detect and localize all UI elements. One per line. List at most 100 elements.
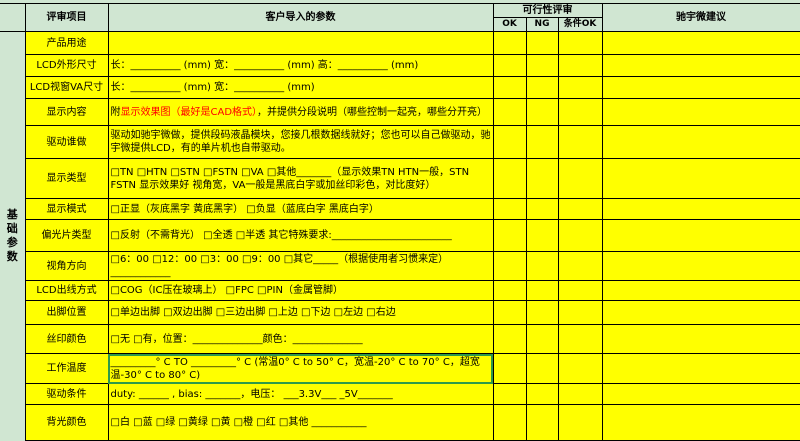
cond-ok-cell[interactable] (557, 54, 603, 77)
row-content[interactable]: □无 □有，位置：______________颜色：______________ (107, 324, 494, 354)
ng-cell[interactable] (525, 125, 559, 159)
suggestion-cell[interactable] (601, 353, 800, 384)
ng-cell[interactable] (525, 158, 559, 199)
group-label: 基础参数 (0, 31, 26, 441)
ng-cell[interactable] (525, 300, 559, 325)
ng-cell[interactable] (525, 198, 559, 220)
ok-cell[interactable] (492, 219, 527, 252)
row-content[interactable]: 驱动如驰宇微做，提供段码液晶模块，您接几根数据线就好；您也可以自己做驱动，驰宇微… (107, 125, 494, 159)
row-label[interactable]: 驱动谁做 (24, 125, 109, 159)
suggestion-cell[interactable] (601, 54, 800, 77)
row-label[interactable]: 工作温度 (24, 353, 109, 384)
ng-cell[interactable] (525, 219, 559, 252)
ok-cell[interactable] (492, 198, 527, 220)
ok-cell[interactable] (492, 251, 527, 281)
ng-cell[interactable] (525, 280, 559, 301)
suggestion-cell[interactable] (601, 280, 800, 301)
row-content[interactable]: □6：00 □12：00 □3：00 □9：00 □其它_____（根据使用者习… (107, 251, 494, 281)
row-label[interactable]: LCD外形尺寸 (24, 54, 109, 77)
cond-ok-cell[interactable] (557, 76, 603, 99)
row-content[interactable]: 附显示效果图（最好是CAD格式），并提供分段说明（哪些控制一起亮，哪些分开亮） (107, 98, 494, 126)
ng-cell[interactable] (525, 404, 559, 441)
ng-cell[interactable] (525, 31, 559, 55)
suggestion-cell[interactable] (601, 98, 800, 126)
row-content[interactable]: □单边出脚 □双边出脚 □三边出脚 □上边 □下边 □左边 □右边 (107, 300, 494, 325)
suggestion-cell[interactable] (601, 125, 800, 159)
row-content[interactable]: □TN □HTN □STN □FSTN □VA □其他_______（显示效果T… (107, 158, 494, 199)
suggestion-cell[interactable] (601, 383, 800, 405)
suggestion-cell[interactable] (601, 198, 800, 220)
cond-ok-cell[interactable] (557, 404, 603, 441)
row-label[interactable]: 产品用途 (24, 31, 109, 55)
cond-ok-cell[interactable] (557, 251, 603, 281)
row-content[interactable]: □反射（不需背光） □全透 □半透 其它特殊要求:_______________… (107, 219, 494, 252)
table-row: 偏光片类型 □反射（不需背光） □全透 □半透 其它特殊要求:__________… (0, 219, 800, 252)
cond-ok-cell[interactable] (557, 219, 603, 252)
ok-cell[interactable] (492, 31, 527, 55)
content-text: ，并提供分段说明（哪些控制一起亮，哪些分开亮） (257, 106, 488, 118)
ng-cell[interactable] (525, 98, 559, 126)
row-content[interactable] (107, 31, 494, 55)
ng-cell[interactable] (525, 353, 559, 384)
ok-cell[interactable] (492, 158, 527, 199)
row-content[interactable]: 长：__________ (mm) 宽：__________ (mm) 高：__… (107, 54, 494, 77)
row-label[interactable]: LCD视窗VA尺寸 (24, 76, 109, 99)
cond-ok-cell[interactable] (557, 324, 603, 354)
suggestion-cell[interactable] (601, 324, 800, 354)
row-content[interactable]: 长：__________ (mm) 宽：__________ (mm) (107, 76, 494, 99)
ok-cell[interactable] (492, 324, 527, 354)
ok-cell[interactable] (492, 353, 527, 384)
suggestion-cell[interactable] (601, 158, 800, 199)
cond-ok-cell[interactable] (557, 300, 603, 325)
sheet-top-strip (0, 0, 800, 3)
ng-cell[interactable] (525, 54, 559, 77)
row-label[interactable]: 出脚位置 (24, 300, 109, 325)
cond-ok-cell[interactable] (557, 198, 603, 220)
cond-ok-cell[interactable] (557, 383, 603, 405)
row-label[interactable]: 显示内容 (24, 98, 109, 126)
row-label[interactable]: 驱动条件 (24, 383, 109, 405)
ok-cell[interactable] (492, 98, 527, 126)
table-row: 出脚位置 □单边出脚 □双边出脚 □三边出脚 □上边 □下边 □左边 □右边 (0, 300, 800, 325)
row-label[interactable]: LCD出线方式 (24, 280, 109, 301)
row-content[interactable]: □COG（IC压在玻璃上） □FPC □PIN（金属管脚） (107, 280, 494, 301)
ng-cell[interactable] (525, 383, 559, 405)
row-label[interactable]: 视角方向 (24, 251, 109, 281)
table-row: 视角方向 □6：00 □12：00 □3：00 □9：00 □其它_____（根据… (0, 251, 800, 281)
ok-cell[interactable] (492, 76, 527, 99)
suggestion-cell[interactable] (601, 251, 800, 281)
row-label[interactable]: 丝印颜色 (24, 324, 109, 354)
row-label[interactable]: 背光颜色 (24, 404, 109, 441)
ok-cell[interactable] (492, 404, 527, 441)
table-row: 工作温度 _________° C TO _________° C (常温0° C… (0, 353, 800, 384)
ng-cell[interactable] (525, 76, 559, 99)
ok-cell[interactable] (492, 300, 527, 325)
ng-cell[interactable] (525, 251, 559, 281)
header-ng: NG (525, 17, 559, 32)
row-label[interactable]: 显示类型 (24, 158, 109, 199)
suggestion-cell[interactable] (601, 31, 800, 55)
cond-ok-cell[interactable] (557, 158, 603, 199)
cond-ok-cell[interactable] (557, 98, 603, 126)
row-content[interactable]: duty: ______ , bias: _______，电压： ___3.3V… (107, 383, 494, 405)
suggestion-cell[interactable] (601, 404, 800, 441)
cond-ok-cell[interactable] (557, 125, 603, 159)
ng-cell[interactable] (525, 324, 559, 354)
row-label[interactable]: 偏光片类型 (24, 219, 109, 252)
row-content[interactable]: □白 □蓝 □绿 □黄绿 □黄 □橙 □红 □其他 ___________ (107, 404, 494, 441)
ok-cell[interactable] (492, 383, 527, 405)
table-row: 基础参数 产品用途 (0, 31, 800, 441)
row-content[interactable]: _________° C TO _________° C (常温0° C to … (107, 353, 494, 384)
ok-cell[interactable] (492, 125, 527, 159)
ok-cell[interactable] (492, 54, 527, 77)
suggestion-cell[interactable] (601, 300, 800, 325)
suggestion-cell[interactable] (601, 219, 800, 252)
cond-ok-cell[interactable] (557, 353, 603, 384)
cond-ok-cell[interactable] (557, 31, 603, 55)
row-content[interactable]: □正显（灰底黑字 黄底黑字） □负显（蓝底白字 黑底白字） (107, 198, 494, 220)
row-label[interactable]: 显示模式 (24, 198, 109, 220)
cond-ok-cell[interactable] (557, 280, 603, 301)
header-params: 客户导入的参数 (107, 3, 494, 32)
ok-cell[interactable] (492, 280, 527, 301)
suggestion-cell[interactable] (601, 76, 800, 99)
